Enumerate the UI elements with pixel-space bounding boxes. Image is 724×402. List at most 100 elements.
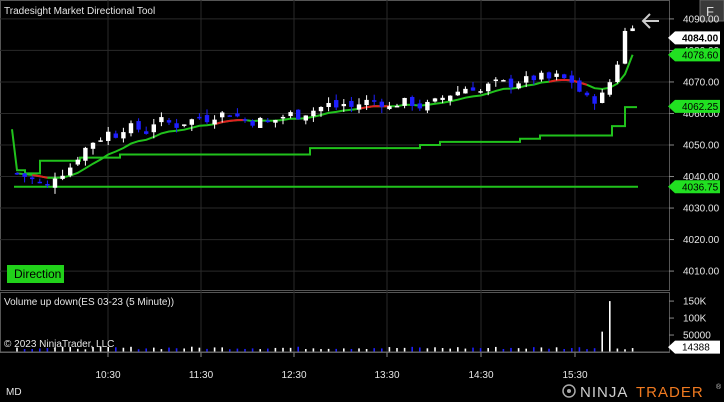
candle-body[interactable]: [508, 78, 514, 88]
candle-body[interactable]: [622, 30, 628, 64]
candle-body[interactable]: [166, 120, 172, 123]
candle-body[interactable]: [68, 167, 73, 176]
candle-body[interactable]: [250, 120, 255, 126]
price-tick-label: 4040.00: [683, 172, 720, 183]
candle-body[interactable]: [136, 121, 141, 130]
candle-body[interactable]: [554, 73, 559, 77]
volume-axis[interactable]: 50000 100K 150K: [669, 297, 711, 342]
candle-body[interactable]: [470, 87, 476, 91]
arrow-left-icon[interactable]: [641, 13, 659, 29]
candle-body[interactable]: [182, 124, 187, 126]
candle-body[interactable]: [280, 116, 286, 119]
candle-body[interactable]: [37, 181, 42, 184]
candle-body[interactable]: [174, 123, 179, 128]
brand-ninja: NINJA: [580, 384, 628, 401]
smoothed-line: [16, 54, 634, 179]
candle-body[interactable]: [592, 96, 597, 104]
candle-body[interactable]: [30, 177, 35, 180]
candle-body[interactable]: [212, 119, 217, 125]
f-button[interactable]: F: [699, 0, 724, 22]
candle-body[interactable]: [524, 76, 529, 83]
candle-body[interactable]: [303, 115, 308, 121]
candle-body[interactable]: [197, 116, 202, 119]
candle-body[interactable]: [106, 131, 111, 141]
candle-body[interactable]: [410, 96, 415, 107]
volume-bar: [479, 348, 482, 352]
candle-body[interactable]: [220, 112, 225, 118]
candle-body[interactable]: [417, 103, 422, 109]
candle-body[interactable]: [326, 103, 331, 108]
candle-body[interactable]: [159, 117, 164, 123]
candle-body[interactable]: [448, 95, 453, 101]
candle-body[interactable]: [630, 28, 635, 32]
candle-body[interactable]: [379, 101, 384, 107]
candle-body[interactable]: [151, 124, 156, 133]
volume-bar: [145, 348, 147, 352]
candle-body[interactable]: [90, 142, 96, 149]
candle-body[interactable]: [318, 106, 324, 112]
candle-body[interactable]: [546, 72, 552, 79]
candle-body[interactable]: [372, 100, 377, 102]
candle-body[interactable]: [501, 80, 506, 82]
candle-body[interactable]: [455, 91, 460, 96]
price-tick-label: 4010.00: [683, 267, 720, 278]
indicator-lines: [11, 54, 638, 188]
candle-body[interactable]: [349, 100, 354, 107]
candle-body[interactable]: [204, 115, 210, 123]
candle-body[interactable]: [341, 104, 346, 107]
candle-body[interactable]: [569, 75, 574, 83]
price-tag: 4062.25: [668, 99, 720, 113]
candle-body[interactable]: [121, 132, 126, 139]
candle-body[interactable]: [52, 178, 58, 188]
candle-body[interactable]: [615, 64, 620, 83]
candle-body[interactable]: [242, 119, 248, 121]
candle-body[interactable]: [402, 97, 407, 106]
candle-body[interactable]: [539, 72, 544, 80]
candle-body[interactable]: [463, 88, 468, 94]
candle-body[interactable]: [387, 106, 392, 110]
candle-body[interactable]: [14, 172, 20, 175]
candle-body[interactable]: [334, 100, 339, 108]
candle-body[interactable]: [600, 92, 605, 103]
candle-body[interactable]: [311, 110, 316, 117]
candle-body[interactable]: [75, 159, 80, 165]
candle-body[interactable]: [478, 91, 483, 93]
candle-body[interactable]: [45, 183, 50, 186]
candle-body[interactable]: [98, 140, 103, 142]
candle-body[interactable]: [22, 173, 27, 177]
volume-bar: [609, 301, 611, 352]
candle-body[interactable]: [394, 105, 400, 108]
candle-body[interactable]: [432, 98, 438, 102]
candle-body[interactable]: [486, 83, 491, 92]
candles[interactable]: [14, 25, 635, 194]
candle-body[interactable]: [128, 123, 134, 134]
candle-body[interactable]: [584, 92, 590, 96]
candle-body[interactable]: [144, 131, 149, 134]
candle-body[interactable]: [235, 113, 240, 117]
candle-body[interactable]: [516, 83, 521, 89]
candle-body[interactable]: [227, 115, 232, 117]
candle-body[interactable]: [562, 74, 567, 79]
candle-body[interactable]: [531, 75, 536, 81]
candle-body[interactable]: [364, 99, 369, 106]
time-axis[interactable]: 10:30 11:30 12:30 13:30 14:30 15:30: [0, 351, 669, 381]
candle-body[interactable]: [577, 80, 582, 92]
volume-bar: [46, 348, 49, 352]
candle-body[interactable]: [440, 97, 445, 100]
candle-body[interactable]: [493, 79, 498, 82]
candle-body[interactable]: [425, 101, 430, 111]
volume-bar: [487, 348, 489, 352]
candle-body[interactable]: [607, 82, 612, 95]
candle-body[interactable]: [189, 119, 194, 125]
candle-body[interactable]: [83, 147, 88, 161]
candle-body[interactable]: [258, 117, 263, 128]
candle-body[interactable]: [356, 104, 362, 110]
candle-body[interactable]: [273, 119, 278, 123]
candle-body[interactable]: [265, 120, 270, 123]
candle-body[interactable]: [296, 109, 301, 120]
candle-body[interactable]: [288, 112, 293, 117]
volume-bar: [365, 349, 368, 352]
candle-body[interactable]: [60, 175, 65, 179]
candle-body[interactable]: [113, 133, 118, 138]
